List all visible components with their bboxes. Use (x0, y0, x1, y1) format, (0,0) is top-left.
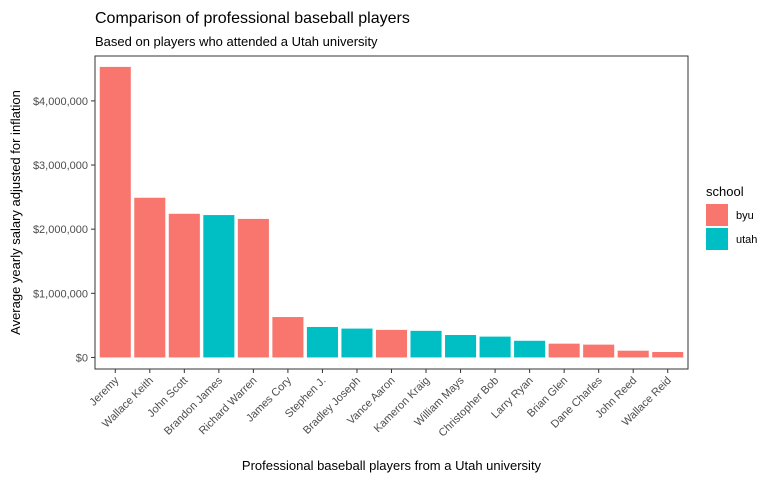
x-tick-label: Jeremy (87, 374, 121, 408)
legend-key-byu (706, 204, 728, 226)
y-axis-label: Average yearly salary adjusted for infla… (8, 90, 23, 335)
y-axis: $0 $1,000,000 $2,000,000 $3,000,000 $4,000,0… (33, 96, 95, 364)
bar-john-reed (617, 350, 649, 358)
bar-john-scott (168, 213, 200, 358)
legend-label-byu: byu (736, 210, 754, 222)
y-tick-label: $2,000,000 (33, 224, 88, 236)
bar-larry-ryan (514, 340, 546, 358)
x-axis-label: Professional baseball players from a Uta… (242, 458, 542, 473)
legend-title: school (706, 184, 744, 199)
chart-title: Comparison of professional baseball play… (95, 10, 410, 27)
bar-brian-glen (548, 343, 580, 358)
bar-stephen-j (306, 326, 338, 358)
legend: school byu utah (706, 184, 757, 250)
bar-kameron-kraig (410, 330, 442, 358)
bar-james-cory (272, 317, 304, 358)
bar-brandon-james (203, 215, 235, 358)
chart-subtitle: Based on players who attended a Utah uni… (95, 34, 378, 49)
bar-william-mays (445, 335, 477, 358)
y-tick-label: $1,000,000 (33, 288, 88, 300)
y-tick-label: $3,000,000 (33, 160, 88, 172)
bar-wallace-reid (652, 352, 684, 358)
bar-richard-warren (237, 218, 269, 358)
legend-label-utah: utah (736, 234, 757, 246)
bar-wallace-keith (134, 197, 166, 358)
legend-key-utah (706, 228, 728, 250)
bar-dane-charles (583, 344, 615, 358)
bar-christopher-bob (479, 336, 511, 358)
bar-vance-aaron (375, 329, 408, 358)
y-tick-label: $0 (76, 352, 88, 364)
x-tick-label: Christopher Bob (437, 375, 502, 440)
bar-jeremy (99, 66, 131, 358)
bars (99, 66, 684, 358)
bar-bradley-joseph (341, 328, 373, 358)
y-tick-label: $4,000,000 (33, 96, 88, 108)
